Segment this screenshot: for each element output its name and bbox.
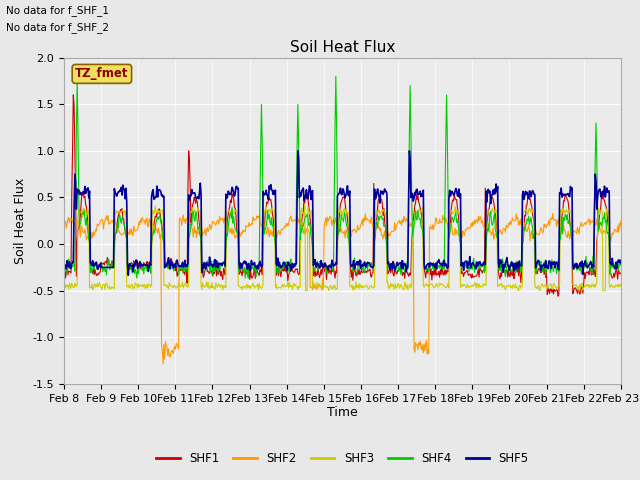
SHF4 xyxy=(184,266,192,272)
SHF5 xyxy=(70,206,78,212)
SHF5 xyxy=(128,263,136,268)
Line: SHF5: SHF5 xyxy=(64,151,621,276)
SHF2 xyxy=(428,226,435,231)
SHF3 xyxy=(301,202,308,208)
Text: TZ_fmet: TZ_fmet xyxy=(75,67,129,80)
SHF4 xyxy=(70,261,78,267)
SHF2 xyxy=(617,218,625,224)
Text: No data for f_SHF_1: No data for f_SHF_1 xyxy=(6,5,109,16)
Line: SHF1: SHF1 xyxy=(64,95,621,296)
SHF1 xyxy=(71,148,79,154)
Title: Soil Heat Flux: Soil Heat Flux xyxy=(290,40,395,55)
SHF1 xyxy=(214,271,222,277)
Legend: SHF1, SHF2, SHF3, SHF4, SHF5: SHF1, SHF2, SHF3, SHF4, SHF5 xyxy=(151,447,534,469)
SHF5 xyxy=(185,192,193,198)
SHF2 xyxy=(185,222,193,228)
SHF4 xyxy=(214,264,221,270)
SHF3 xyxy=(515,288,522,294)
SHF4 xyxy=(60,267,68,273)
SHF5 xyxy=(412,192,419,198)
Line: SHF2: SHF2 xyxy=(64,214,621,364)
SHF1 xyxy=(70,92,77,98)
Line: SHF4: SHF4 xyxy=(64,76,621,278)
SHF5 xyxy=(60,266,68,272)
SHF3 xyxy=(184,284,192,290)
SHF1 xyxy=(411,203,419,209)
SHF5 xyxy=(294,148,301,154)
SHF3 xyxy=(127,281,135,287)
SHF5 xyxy=(617,260,625,266)
Text: No data for f_SHF_2: No data for f_SHF_2 xyxy=(6,22,109,33)
SHF4 xyxy=(127,264,135,270)
SHF5 xyxy=(428,261,436,267)
SHF1 xyxy=(428,266,435,272)
SHF5 xyxy=(214,265,222,271)
SHF3 xyxy=(60,286,68,291)
Line: SHF3: SHF3 xyxy=(64,205,621,291)
SHF2 xyxy=(549,211,557,216)
SHF2 xyxy=(214,218,222,224)
SHF3 xyxy=(617,282,625,288)
SHF1 xyxy=(554,293,562,299)
SHF1 xyxy=(185,148,193,154)
SHF2 xyxy=(127,226,135,231)
SHF4 xyxy=(332,73,340,79)
SHF5 xyxy=(124,273,132,278)
Y-axis label: Soil Heat Flux: Soil Heat Flux xyxy=(14,178,27,264)
SHF2 xyxy=(70,221,78,227)
SHF3 xyxy=(70,285,78,290)
SHF1 xyxy=(617,270,625,276)
SHF1 xyxy=(128,260,136,266)
SHF2 xyxy=(159,361,167,367)
SHF3 xyxy=(214,285,221,290)
SHF3 xyxy=(411,210,419,216)
SHF4 xyxy=(617,263,625,268)
SHF4 xyxy=(412,208,419,214)
SHF1 xyxy=(60,264,68,270)
SHF4 xyxy=(241,276,249,281)
SHF2 xyxy=(411,349,419,355)
SHF4 xyxy=(428,260,436,266)
SHF2 xyxy=(60,218,68,224)
SHF3 xyxy=(428,281,435,287)
X-axis label: Time: Time xyxy=(327,407,358,420)
